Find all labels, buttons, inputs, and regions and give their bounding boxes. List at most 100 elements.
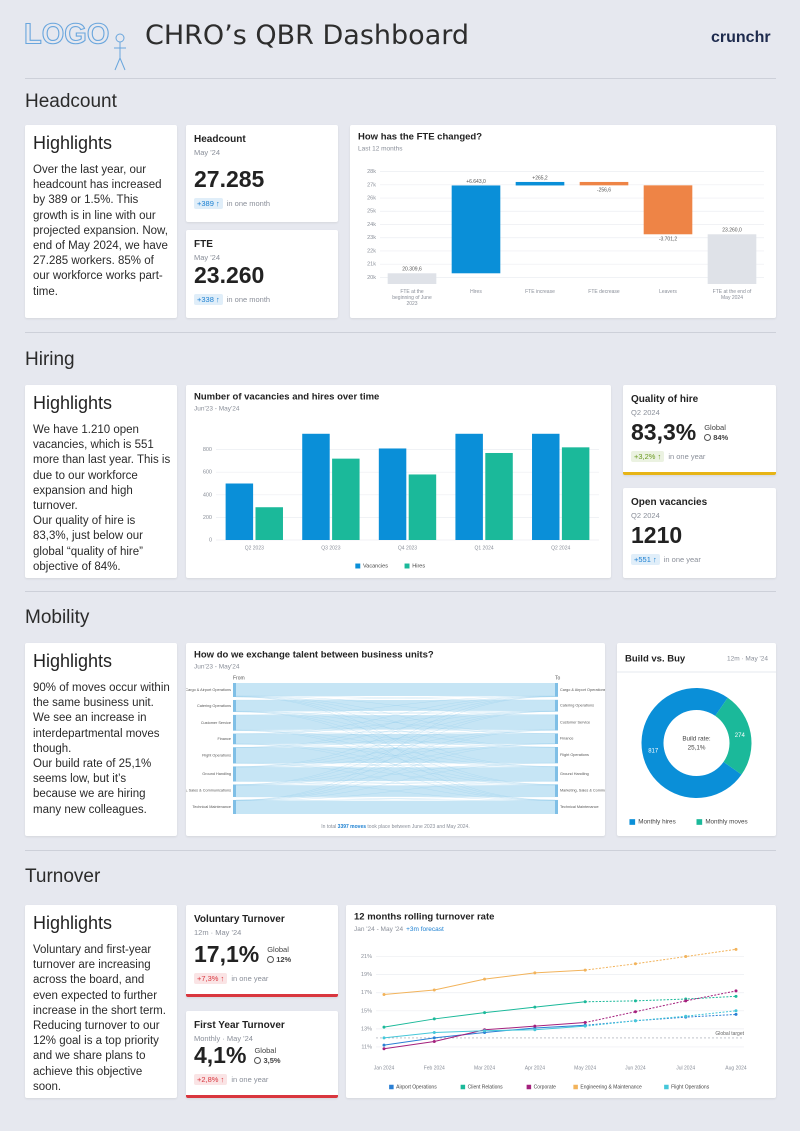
y-tick-label: 11% (361, 1044, 372, 1050)
kpi-title: Quality of hire (631, 394, 699, 405)
point (432, 1030, 436, 1034)
x-tick-label: Jan 2024 (374, 1065, 395, 1071)
flow (235, 743, 556, 786)
kpi-delta-row: +2,8% ↑ in one year (194, 1074, 268, 1085)
chart-subtitle: Jun'23 - May'24 (194, 406, 240, 413)
legend-label: Hires (412, 563, 425, 569)
kpi-period: Q2 2024 (631, 408, 660, 417)
kpi-row: 1210 (631, 522, 682, 549)
kpi-delta: +551 ↑ (631, 554, 660, 565)
source-node (233, 766, 236, 782)
x-tick-label: FTE at the end of May 2024 (713, 289, 752, 301)
highlights-title: Highlights (33, 393, 113, 413)
point (533, 1005, 537, 1009)
bar (255, 507, 283, 540)
y-tick-label: 200 (203, 515, 212, 521)
chart-title: How has the FTE changed? (358, 132, 482, 143)
point (382, 1047, 386, 1051)
kpi-title: Voluntary Turnover (194, 914, 285, 925)
highlights-card: Highlights 90% of moves occur within the … (25, 643, 177, 836)
flow (235, 762, 556, 786)
kpi-delta-row: +551 ↑ in one year (631, 554, 701, 565)
global-label: Global (254, 1045, 277, 1055)
kpi-value: 23.260 (194, 262, 265, 288)
kpi-delta: +3,2% ↑ (631, 451, 665, 462)
point (382, 1043, 386, 1047)
bar (515, 181, 565, 186)
legend-label: Corporate (534, 1084, 556, 1090)
source-label: Flight Operations (202, 753, 231, 757)
flow (235, 730, 556, 801)
divider (25, 78, 776, 79)
x-tick-label: Jul 2024 (676, 1065, 695, 1071)
kpi-period: 12m · May '24 (194, 928, 242, 937)
donut-slice (715, 697, 752, 775)
point (533, 1028, 537, 1032)
flow (235, 729, 556, 735)
footer-part: took place between June 2023 and May 202… (366, 824, 470, 830)
from-label: From (233, 675, 245, 681)
bar (643, 185, 693, 235)
source-label: Cargo & Airport Operations (186, 688, 231, 692)
value-label: 20.309,6 (402, 267, 422, 273)
y-tick-label: 25k (367, 209, 376, 215)
series-line (383, 1001, 586, 1028)
x-tick-label: Q2 2024 (551, 545, 570, 551)
value-label: +6.643,0 (466, 179, 486, 185)
point (432, 1017, 436, 1021)
value-label: 23.260,0 (722, 228, 742, 234)
source-node (233, 747, 236, 764)
point (684, 1014, 688, 1018)
legend-swatch (526, 1084, 532, 1090)
value-label: -256,6 (597, 188, 611, 194)
kpi-value: 27.285 (194, 166, 265, 192)
global-value: 84% (713, 432, 729, 442)
bar (387, 273, 437, 284)
kpi-delta: +338 ↑ (194, 294, 223, 305)
flow (235, 711, 556, 801)
chart-title: How do we exchange talent between busine… (194, 650, 434, 661)
logo-text: LOGO (24, 19, 109, 51)
kpi-note: in one year (231, 1075, 269, 1084)
point (583, 1024, 587, 1028)
target-label: Finance (560, 737, 574, 741)
forecast-connector (585, 963, 636, 971)
chart-subtitle: Last 12 months (358, 146, 403, 153)
x-tick-label: Hires (470, 289, 482, 295)
kpi-note: in one month (226, 295, 271, 304)
highlights-title: Highlights (33, 133, 113, 153)
forecast-connector (585, 1011, 636, 1024)
bar (532, 433, 560, 540)
highlights-body: We have 1.210 open vacancies, which is 5… (33, 423, 171, 575)
kpi-global: Global 12% (267, 945, 291, 965)
y-tick-label: 26k (367, 196, 376, 202)
kpi-row: 17,1% Global 12% (194, 941, 291, 968)
kpi-delta-row: +389 ↑ in one month (194, 198, 270, 209)
highlights-title: Highlights (33, 913, 113, 933)
global-label: Global (267, 944, 289, 954)
y-tick-label: 22k (367, 248, 376, 254)
divider (25, 850, 776, 851)
slice-label: 817 (648, 748, 659, 754)
section-title: Turnover (25, 866, 101, 887)
bar (707, 234, 757, 284)
kpi-title: FTE (194, 239, 213, 250)
legend-swatch (664, 1084, 669, 1090)
highlights-card: Highlights We have 1.210 open vacancies, … (25, 385, 177, 578)
target-node (555, 714, 558, 731)
flow (235, 743, 556, 748)
source-node (233, 799, 236, 814)
to-label: To (555, 675, 561, 681)
bar (302, 433, 330, 540)
series-line (383, 969, 586, 996)
kpi-delta: +7,3% ↑ (194, 973, 228, 984)
y-tick-label: 21% (361, 954, 372, 960)
bar (451, 185, 501, 274)
x-tick-line: FTE decrease (588, 289, 620, 295)
point (633, 962, 637, 966)
chart-title: 12 months rolling turnover rate (354, 912, 494, 923)
flow (235, 710, 556, 748)
target-node (555, 784, 558, 797)
source-label: Ground Handling (202, 772, 231, 776)
point (382, 993, 386, 997)
